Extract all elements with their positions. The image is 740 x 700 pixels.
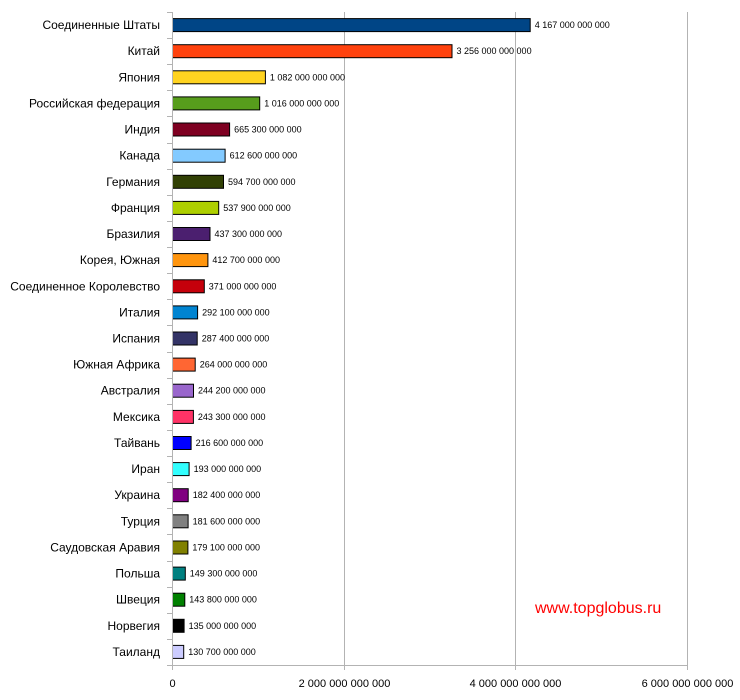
bar bbox=[172, 96, 261, 111]
bar bbox=[172, 174, 224, 189]
category-label: Бразилия bbox=[107, 227, 161, 241]
data-label: 665 300 000 000 bbox=[234, 125, 302, 135]
bar bbox=[172, 592, 186, 607]
data-label: 612 600 000 000 bbox=[230, 151, 298, 161]
data-label: 287 400 000 000 bbox=[202, 334, 270, 344]
data-label: 537 900 000 000 bbox=[223, 203, 291, 213]
bar bbox=[172, 70, 266, 85]
data-label: 244 200 000 000 bbox=[198, 386, 266, 396]
bar bbox=[172, 618, 185, 633]
bar bbox=[172, 409, 194, 424]
bars-layer bbox=[172, 18, 531, 659]
data-label: 3 256 000 000 000 bbox=[457, 46, 532, 56]
data-label: 130 700 000 000 bbox=[188, 647, 256, 657]
category-label: Южная Африка bbox=[73, 358, 160, 372]
bar bbox=[172, 148, 226, 163]
category-label: Китай bbox=[128, 44, 160, 58]
category-label: Германия bbox=[106, 175, 160, 189]
bar bbox=[172, 436, 192, 450]
bar bbox=[172, 18, 531, 33]
data-label: 135 000 000 000 bbox=[189, 621, 257, 631]
bar bbox=[172, 305, 199, 320]
bar bbox=[172, 357, 196, 372]
category-label: Турция bbox=[121, 514, 160, 528]
data-label: 412 700 000 000 bbox=[212, 255, 280, 265]
category-label: Япония bbox=[118, 70, 160, 84]
bar bbox=[172, 566, 186, 581]
category-label: Мексика bbox=[113, 410, 160, 424]
data-label: 179 100 000 000 bbox=[192, 543, 260, 553]
data-label: 149 300 000 000 bbox=[190, 569, 258, 579]
bar bbox=[172, 540, 189, 555]
data-label: 143 800 000 000 bbox=[189, 595, 257, 605]
data-label: 437 300 000 000 bbox=[215, 229, 283, 239]
category-label: Российская федерация bbox=[29, 96, 160, 110]
data-label: 4 167 000 000 000 bbox=[535, 20, 610, 30]
category-label: Украина bbox=[114, 488, 160, 502]
data-label: 216 600 000 000 bbox=[196, 438, 264, 448]
category-label: Норвегия bbox=[107, 619, 160, 633]
category-label: Корея, Южная bbox=[80, 253, 160, 267]
category-label: Австралия bbox=[101, 384, 160, 398]
category-label: Тайвань bbox=[114, 436, 160, 450]
category-label: Испания bbox=[112, 332, 160, 346]
data-label: 594 700 000 000 bbox=[228, 177, 296, 187]
x-tick-label: 2 000 000 000 000 bbox=[299, 678, 391, 690]
bar bbox=[172, 331, 198, 346]
bar bbox=[172, 253, 209, 268]
watermark-text: www.topglobus.ru bbox=[535, 600, 662, 617]
bar bbox=[172, 200, 220, 215]
data-label: 1 082 000 000 000 bbox=[270, 72, 345, 82]
data-label: 182 400 000 000 bbox=[193, 490, 261, 500]
labels-layer: Соединенные Штаты 4 167 000 000 000 Китай 3… bbox=[10, 18, 610, 659]
x-tick-label: 4 000 000 000 000 bbox=[470, 678, 562, 690]
bar bbox=[172, 44, 453, 59]
data-label: 181 600 000 000 bbox=[193, 516, 261, 526]
data-label: 193 000 000 000 bbox=[194, 464, 262, 474]
category-label: Соединенные Штаты bbox=[42, 18, 160, 32]
bar bbox=[172, 279, 205, 294]
category-label: Индия bbox=[125, 123, 160, 137]
data-label: 1 016 000 000 000 bbox=[264, 98, 339, 108]
category-label: Италия bbox=[119, 305, 160, 319]
bar bbox=[172, 644, 185, 659]
category-label: Саудовская Аравия bbox=[50, 541, 160, 555]
bar bbox=[172, 383, 194, 398]
bar bbox=[172, 488, 189, 503]
category-label: Франция bbox=[111, 201, 160, 215]
category-label: Швеция bbox=[116, 593, 160, 607]
x-tick-label: 6 000 000 000 000 bbox=[642, 678, 734, 690]
category-label: Таиланд bbox=[113, 645, 160, 659]
category-label: Польша bbox=[115, 567, 160, 581]
axis-layer: 0 2 000 000 000 000 4 000 000 000 000 6 000… bbox=[167, 12, 733, 690]
data-label: 243 300 000 000 bbox=[198, 412, 266, 422]
bar bbox=[172, 227, 211, 241]
category-label: Иран bbox=[131, 462, 160, 476]
data-label: 264 000 000 000 bbox=[200, 360, 268, 370]
x-tick-label: 0 bbox=[169, 678, 175, 690]
bar bbox=[172, 122, 231, 137]
category-label: Канада bbox=[119, 149, 160, 163]
category-label: Соединенное Королевство bbox=[10, 279, 160, 293]
data-label: 292 100 000 000 bbox=[202, 307, 270, 317]
data-label: 371 000 000 000 bbox=[209, 281, 277, 291]
bar bbox=[172, 514, 189, 529]
bar bbox=[172, 462, 190, 477]
